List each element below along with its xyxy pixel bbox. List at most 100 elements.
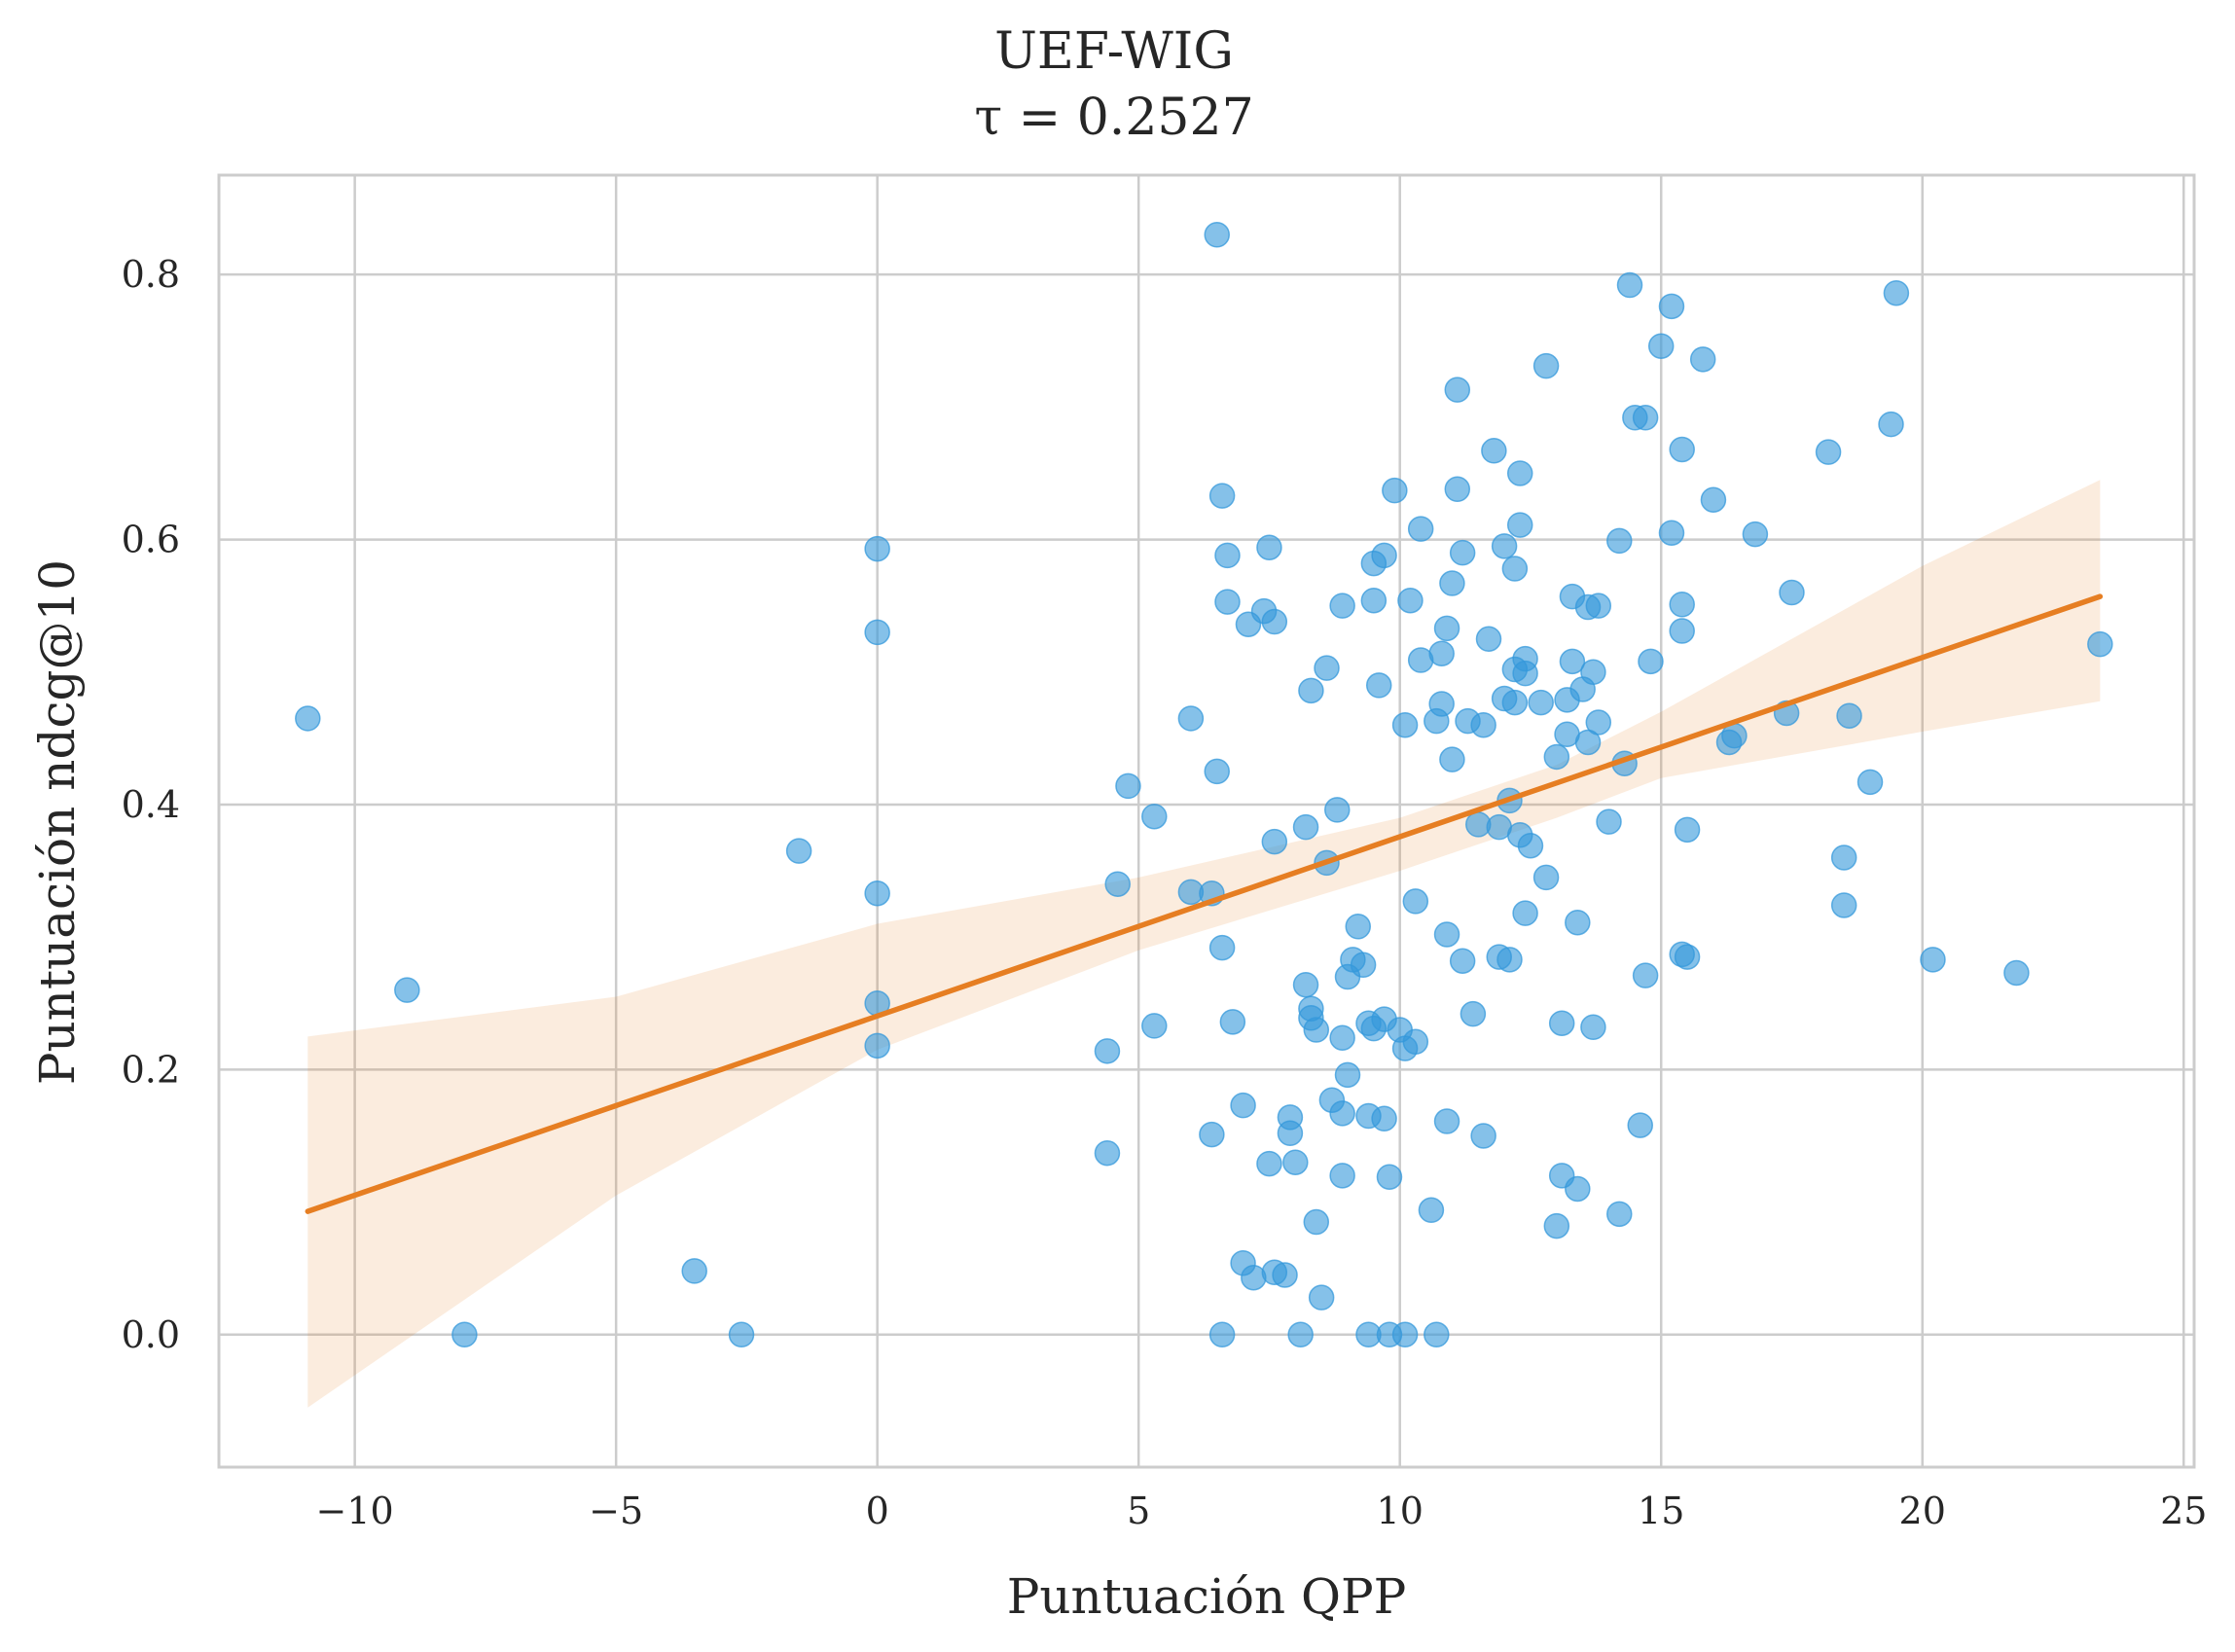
x-tick-labels: −10 −5 0 5 10 15 20 25 <box>316 1490 2208 1532</box>
chart-title: UEF-WIG <box>994 22 1234 81</box>
x-tick-label: 25 <box>2160 1490 2207 1532</box>
data-point <box>1115 772 1141 800</box>
data-point <box>1585 709 1612 736</box>
data-point <box>1779 579 1805 606</box>
data-point <box>1815 439 1842 465</box>
data-point <box>1449 948 1476 974</box>
data-point <box>1543 1212 1570 1239</box>
data-point <box>1439 746 1465 772</box>
data-point <box>1433 615 1460 642</box>
data-point <box>1324 797 1351 823</box>
data-point <box>1632 405 1659 431</box>
data-point <box>864 535 890 562</box>
data-point <box>1371 1105 1397 1132</box>
data-point <box>864 619 890 646</box>
data-point <box>1141 1013 1168 1039</box>
y-tick-label: 0.4 <box>122 783 180 826</box>
data-point <box>1506 460 1533 486</box>
data-point <box>1658 520 1685 547</box>
data-point <box>1214 542 1241 569</box>
data-point <box>1496 947 1523 973</box>
confidence-band-area <box>307 480 2101 1408</box>
data-point <box>1329 593 1355 619</box>
data-point <box>1208 1321 1236 1348</box>
data-point <box>1532 864 1560 891</box>
y-tick-label: 0.2 <box>122 1048 180 1091</box>
data-points <box>295 222 2113 1348</box>
data-point <box>1303 1017 1330 1043</box>
data-point <box>1204 222 1230 248</box>
x-tick-label: 20 <box>1899 1490 1946 1532</box>
data-point <box>1282 1149 1309 1175</box>
x-tick-label: 5 <box>1127 1490 1150 1532</box>
data-point <box>1256 534 1282 560</box>
y-axis-label: Puntuación ndcg@10 <box>29 559 86 1085</box>
data-point <box>1742 521 1769 548</box>
data-point <box>1256 1150 1282 1177</box>
data-point <box>1329 1163 1355 1189</box>
data-point <box>1632 962 1659 988</box>
data-point <box>1204 758 1230 785</box>
data-point <box>1606 1201 1633 1228</box>
data-point <box>1565 909 1591 936</box>
data-point <box>1543 743 1570 771</box>
data-point <box>1308 1284 1335 1311</box>
data-point <box>1104 871 1131 897</box>
data-point <box>1512 645 1538 672</box>
data-point <box>785 838 812 864</box>
data-point <box>1141 803 1168 830</box>
data-point <box>1424 1321 1450 1348</box>
data-point <box>1565 1175 1591 1203</box>
data-point <box>1329 1100 1355 1127</box>
data-point <box>1470 712 1496 738</box>
data-point <box>1371 542 1397 569</box>
data-point <box>1669 436 1695 463</box>
y-tick-labels: 0.0 0.2 0.4 0.6 0.8 <box>122 253 180 1356</box>
data-point <box>1548 1010 1575 1036</box>
data-point <box>1402 1028 1429 1056</box>
data-point <box>295 705 321 732</box>
y-tick-label: 0.0 <box>122 1313 180 1356</box>
data-point <box>1532 352 1560 379</box>
data-point <box>1475 626 1502 652</box>
data-point <box>1878 411 1904 438</box>
data-point <box>1407 516 1434 542</box>
data-point <box>1261 828 1288 855</box>
y-tick-label: 0.8 <box>122 253 180 296</box>
data-point <box>1350 952 1377 979</box>
data-point <box>1365 672 1392 699</box>
x-tick-label: −10 <box>316 1490 394 1532</box>
y-tick-label: 0.6 <box>122 519 180 561</box>
data-point <box>1298 677 1324 704</box>
data-point <box>1360 587 1388 614</box>
data-point <box>1272 1262 1298 1288</box>
data-point <box>1669 592 1695 618</box>
data-point <box>1376 1164 1403 1190</box>
data-point <box>1334 1061 1361 1089</box>
x-tick-label: 15 <box>1638 1490 1684 1532</box>
data-point <box>1397 587 1424 614</box>
data-point <box>1501 556 1529 582</box>
data-point <box>1574 729 1602 756</box>
data-point <box>1428 640 1455 666</box>
data-point <box>1856 769 1884 796</box>
data-point <box>1658 293 1685 320</box>
data-point <box>1444 476 1471 503</box>
data-point <box>1647 333 1675 359</box>
data-point <box>1277 1104 1304 1131</box>
data-point <box>1616 271 1643 299</box>
data-point <box>1208 483 1236 509</box>
data-point <box>1638 648 1664 675</box>
regression-line <box>305 593 2104 1214</box>
data-point <box>1627 1112 1653 1138</box>
data-point <box>1689 346 1716 373</box>
data-point <box>1208 934 1236 961</box>
data-point <box>1470 1123 1496 1149</box>
data-point <box>1606 527 1633 555</box>
data-point <box>1580 1014 1606 1041</box>
data-point <box>1391 1321 1419 1348</box>
data-point <box>1094 1139 1121 1167</box>
data-point <box>1460 1000 1487 1027</box>
data-point <box>2087 630 2113 658</box>
x-tick-label: −5 <box>589 1490 643 1532</box>
